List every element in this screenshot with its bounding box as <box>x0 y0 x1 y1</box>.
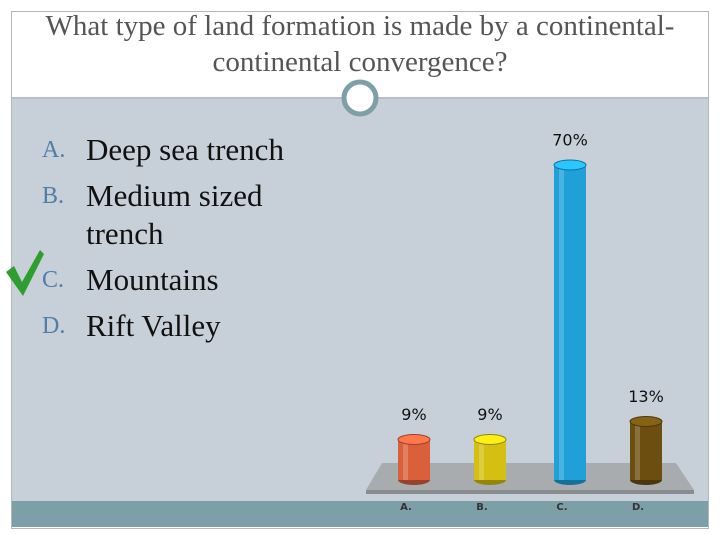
checkmark <box>6 250 44 296</box>
bar-cap <box>629 416 663 427</box>
bar-highlight <box>559 165 564 480</box>
bar <box>473 434 507 485</box>
bar <box>629 416 663 485</box>
bar-cap <box>553 159 587 171</box>
value-label: 9% <box>477 405 502 424</box>
answer-letter: A. <box>42 137 66 163</box>
slide-title: What type of land formation is made by a… <box>45 10 675 78</box>
content-panel <box>12 97 708 501</box>
bar-body <box>554 165 586 480</box>
answer-text: Rift Valley <box>86 308 221 343</box>
answer: B. Medium sized trench <box>42 177 342 253</box>
value-label: 70% <box>552 131 588 150</box>
bar-body <box>630 421 662 480</box>
answer: A. Deep sea trench <box>42 131 342 169</box>
category-label: A. <box>400 502 412 513</box>
category-label: D. <box>632 502 644 513</box>
value-label: 9% <box>401 405 426 424</box>
answer-text: Medium sized trench <box>86 178 263 251</box>
value-label: 13% <box>628 387 664 406</box>
answer: D. Rift Valley <box>42 307 342 345</box>
bar <box>553 159 587 485</box>
bar-body <box>474 439 506 480</box>
bar-highlight <box>403 439 408 480</box>
decor-circle <box>341 79 379 117</box>
answer-text: Deep sea trench <box>86 132 284 167</box>
answer: C. Mountains <box>42 261 342 299</box>
bar <box>397 434 431 485</box>
platform <box>366 463 694 490</box>
platform-edge <box>366 490 694 494</box>
bar-body <box>398 439 430 480</box>
category-label: C. <box>556 502 567 513</box>
answer-text: Mountains <box>86 262 219 297</box>
category-label: B. <box>476 502 487 513</box>
answer-letter: D. <box>42 313 66 339</box>
bar-cap <box>397 434 431 445</box>
bar-cap <box>473 434 507 445</box>
footer-strip <box>12 501 708 527</box>
answer-letter: C. <box>42 267 65 293</box>
bar-highlight <box>479 439 484 480</box>
answer-letter: B. <box>42 183 65 209</box>
bar-highlight <box>635 421 640 480</box>
